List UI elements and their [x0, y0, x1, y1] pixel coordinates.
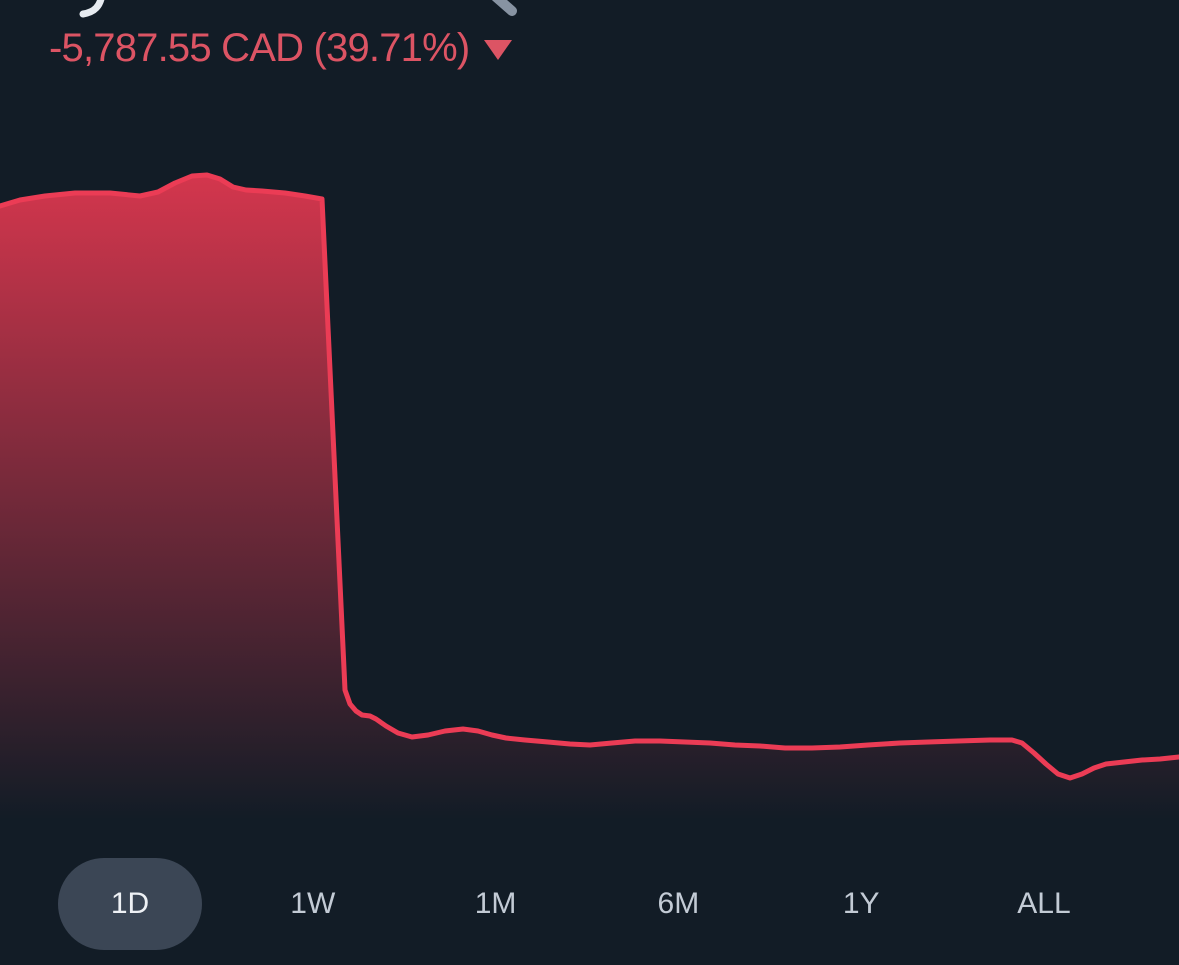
- period-button-1d[interactable]: 1D: [58, 858, 202, 950]
- period-selector: 1D 1W 1M 6M 1Y ALL: [58, 858, 1116, 950]
- period-button-1w[interactable]: 1W: [241, 858, 385, 950]
- chart-line: [0, 172, 1179, 781]
- period-button-6m[interactable]: 6M: [606, 858, 750, 950]
- change-amount: -5,787.55 CAD (39.71%): [49, 26, 470, 70]
- period-button-1y[interactable]: 1Y: [789, 858, 933, 950]
- chart-area-fill: [0, 175, 1179, 965]
- trend-down-icon: [484, 39, 513, 60]
- period-button-all[interactable]: ALL: [972, 858, 1116, 950]
- period-button-1m[interactable]: 1M: [424, 858, 568, 950]
- change-row: -5,787.55 CAD (39.71%): [49, 26, 513, 70]
